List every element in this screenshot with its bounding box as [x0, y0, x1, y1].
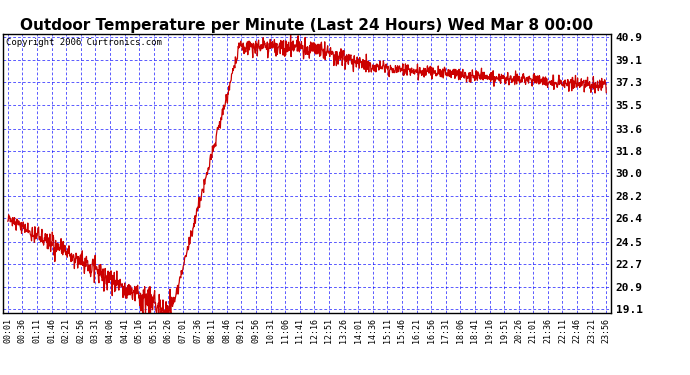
- Text: Copyright 2006 Curtronics.com: Copyright 2006 Curtronics.com: [6, 38, 162, 47]
- Title: Outdoor Temperature per Minute (Last 24 Hours) Wed Mar 8 00:00: Outdoor Temperature per Minute (Last 24 …: [21, 18, 593, 33]
